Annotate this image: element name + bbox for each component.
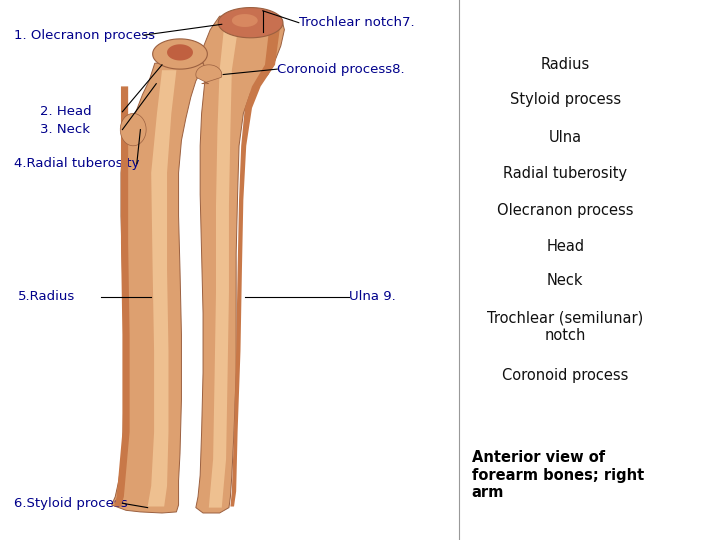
Text: Olecranon process: Olecranon process [497,203,634,218]
Text: Anterior view of
forearm bones; right
arm: Anterior view of forearm bones; right ar… [472,450,644,500]
Text: Ulna 9.: Ulna 9. [349,291,396,303]
Polygon shape [196,65,222,84]
Text: Ulna: Ulna [549,130,582,145]
Text: Styloid process: Styloid process [510,92,621,107]
Text: 1. Olecranon process: 1. Olecranon process [14,29,156,42]
Polygon shape [153,39,207,69]
Text: Trochlear notch7.: Trochlear notch7. [299,16,415,29]
Text: Radius: Radius [541,57,590,72]
Polygon shape [232,14,258,27]
Polygon shape [148,70,176,507]
Text: 4.Radial tuberosity: 4.Radial tuberosity [14,157,140,170]
Text: 5.Radius: 5.Radius [18,291,76,303]
Polygon shape [112,63,205,513]
Text: Trochlear (semilunar)
notch: Trochlear (semilunar) notch [487,310,644,343]
Polygon shape [167,44,193,60]
Text: Radial tuberosity: Radial tuberosity [503,166,627,181]
Text: 6.Styloid process: 6.Styloid process [14,497,128,510]
Text: Coronoid process: Coronoid process [502,368,629,383]
Text: Neck: Neck [547,273,583,288]
Text: Coronoid process8.: Coronoid process8. [277,63,405,76]
Polygon shape [230,22,281,507]
Text: 2. Head: 2. Head [40,105,91,118]
Polygon shape [114,86,130,507]
Polygon shape [196,16,284,513]
Text: 3. Neck: 3. Neck [40,123,89,136]
Polygon shape [120,113,146,146]
Polygon shape [218,8,283,38]
Polygon shape [209,22,239,508]
Text: Head: Head [546,239,584,254]
